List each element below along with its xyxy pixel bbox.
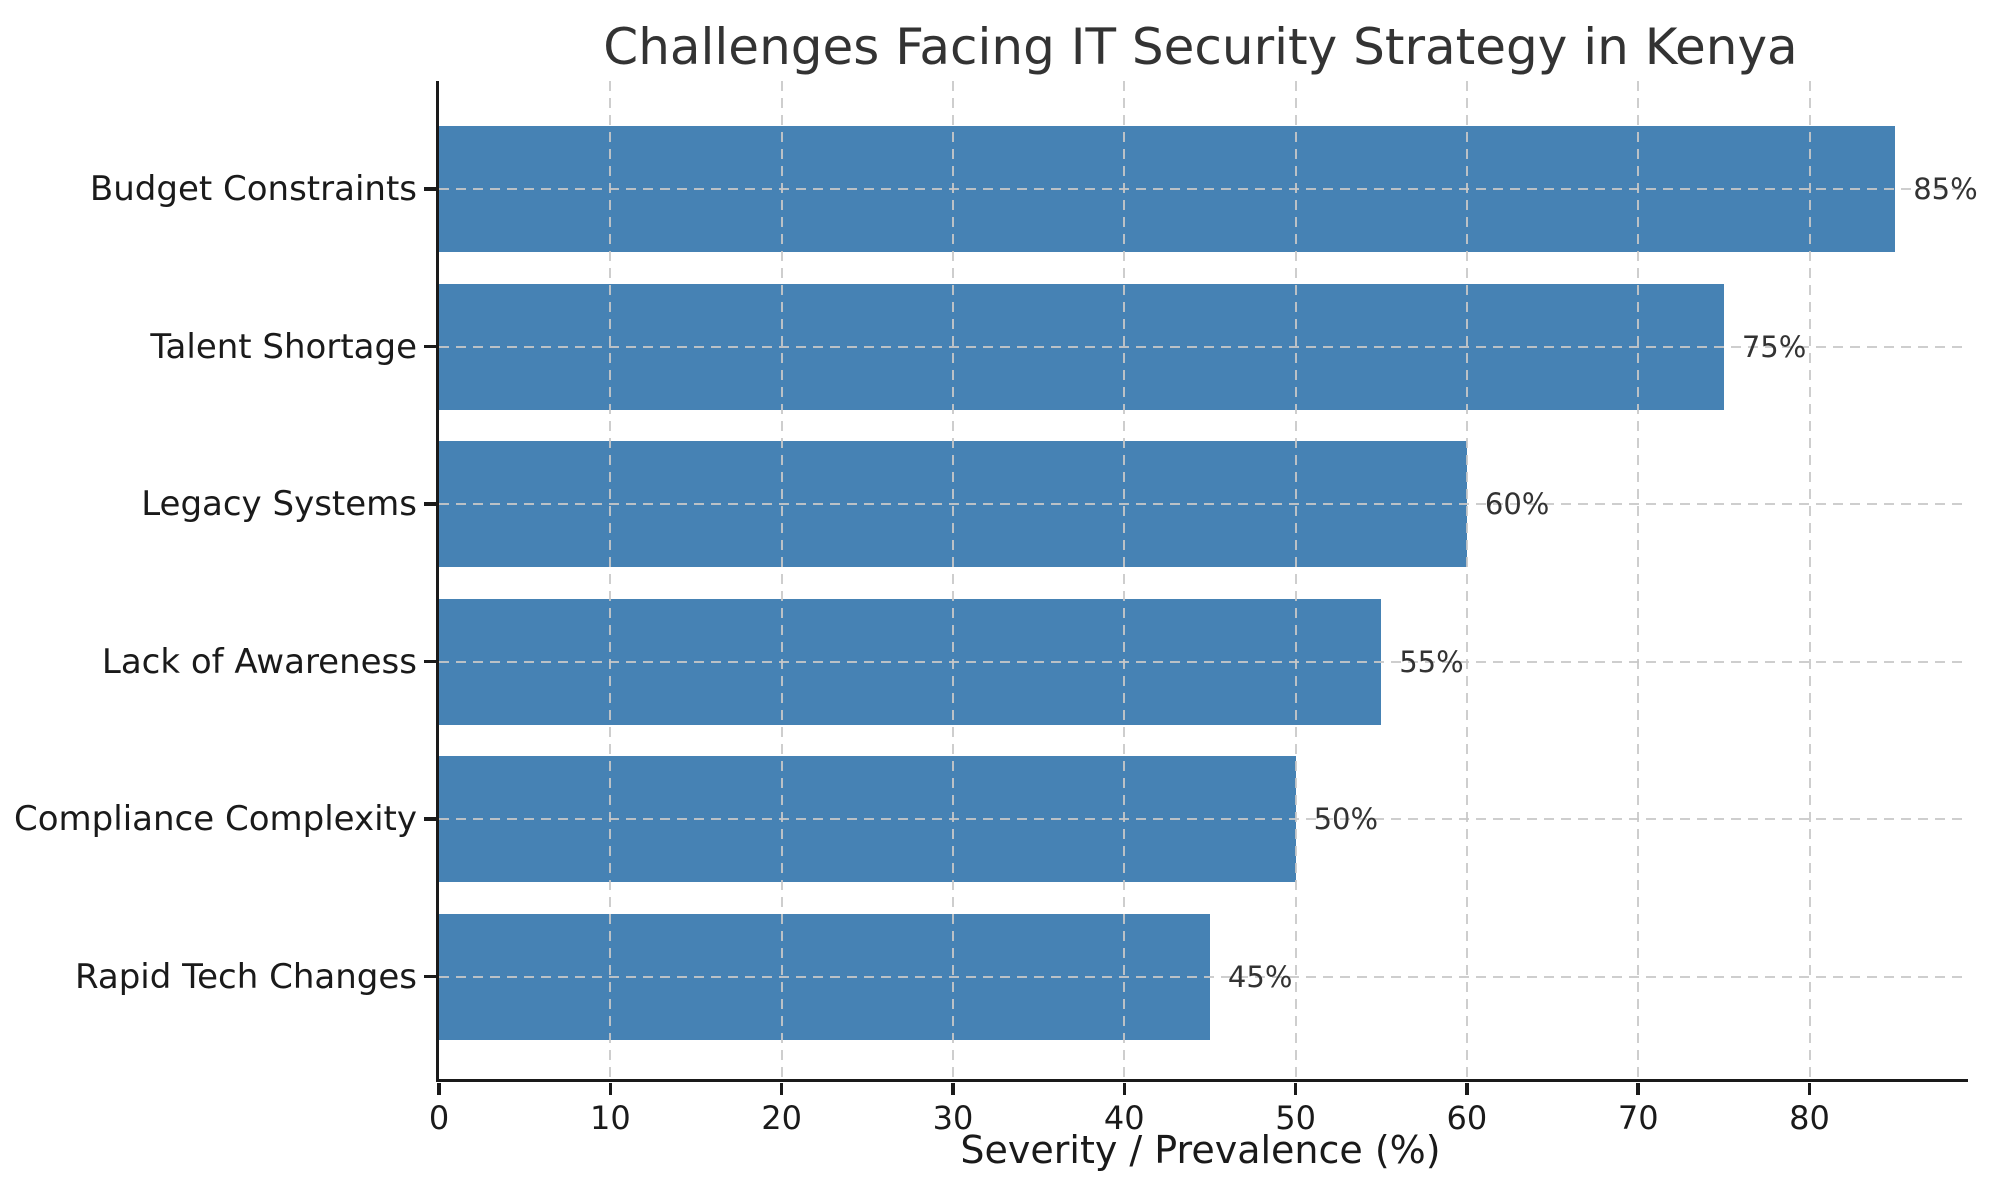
- x-gridline-50: [1294, 81, 1297, 1079]
- value-label: 60%: [1484, 487, 1550, 521]
- value-label: 85%: [1913, 172, 1978, 206]
- x-tick-mark-40: [1122, 1082, 1127, 1095]
- value-label: 75%: [1741, 329, 1807, 364]
- category-label: Legacy Systems: [141, 484, 417, 524]
- x-tick-label-30: 30: [932, 1099, 974, 1137]
- x-gridline-80: [1808, 81, 1811, 1079]
- x-tick-mark-80: [1807, 1082, 1812, 1095]
- x-tick-label-50: 50: [1275, 1099, 1316, 1137]
- x-tick-label-70: 70: [1617, 1099, 1659, 1137]
- y-tick-mark-6: [423, 974, 436, 979]
- x-gridline-40: [1123, 81, 1126, 1079]
- category-label: Talent Shortage: [150, 326, 417, 367]
- value-label: 55%: [1399, 644, 1464, 679]
- x-tick-mark-60: [1465, 1082, 1469, 1095]
- x-axis-label: Severity / Prevalence (%): [960, 1128, 1441, 1172]
- category-label: Compliance Complexity: [14, 799, 417, 839]
- y-tick-mark-3: [423, 502, 436, 506]
- x-gridline-10: [609, 81, 612, 1079]
- x-tick-mark-30: [951, 1082, 955, 1095]
- y-gridline-5: [439, 818, 1968, 820]
- x-tick-label-20: 20: [761, 1099, 802, 1137]
- y-tick-mark-4: [423, 659, 436, 664]
- x-tick-mark-70: [1636, 1082, 1640, 1095]
- x-tick-mark-0: [437, 1082, 441, 1095]
- x-tick-label-80: 80: [1789, 1099, 1830, 1137]
- x-tick-mark-10: [608, 1082, 613, 1095]
- x-tick-label-0: 0: [428, 1099, 450, 1137]
- x-gridline-70: [1637, 81, 1640, 1079]
- x-gridline-20: [780, 81, 783, 1079]
- chart-title: Challenges Facing IT Security Strategy i…: [603, 18, 1798, 76]
- x-tick-mark-20: [779, 1082, 784, 1095]
- x-tick-label-60: 60: [1446, 1099, 1488, 1137]
- y-gridline-4: [439, 660, 1968, 663]
- y-tick-mark-2: [423, 344, 436, 349]
- x-tick-label-40: 40: [1103, 1099, 1145, 1137]
- y-gridline-3: [439, 503, 1968, 505]
- y-tick-mark-5: [423, 817, 436, 821]
- y-gridline-1: [439, 188, 1968, 190]
- category-label: Budget Constraints: [89, 169, 417, 209]
- y-gridline-6: [439, 975, 1968, 978]
- value-label: 45%: [1227, 959, 1293, 994]
- x-gridline-30: [951, 81, 954, 1079]
- category-label: Lack of Awareness: [101, 641, 417, 682]
- x-gridline-60: [1465, 81, 1468, 1079]
- y-tick-mark-1: [423, 187, 436, 191]
- y-gridline-2: [439, 345, 1968, 348]
- plot-area: 0 10 20 30 40 50 60 70 80 Budget Constraints Talen…: [14, 81, 1978, 1137]
- category-label: Rapid Tech Changes: [75, 956, 417, 997]
- x-tick-label-10: 10: [589, 1099, 631, 1137]
- value-label: 50%: [1313, 802, 1379, 836]
- x-tick-mark-50: [1293, 1082, 1298, 1095]
